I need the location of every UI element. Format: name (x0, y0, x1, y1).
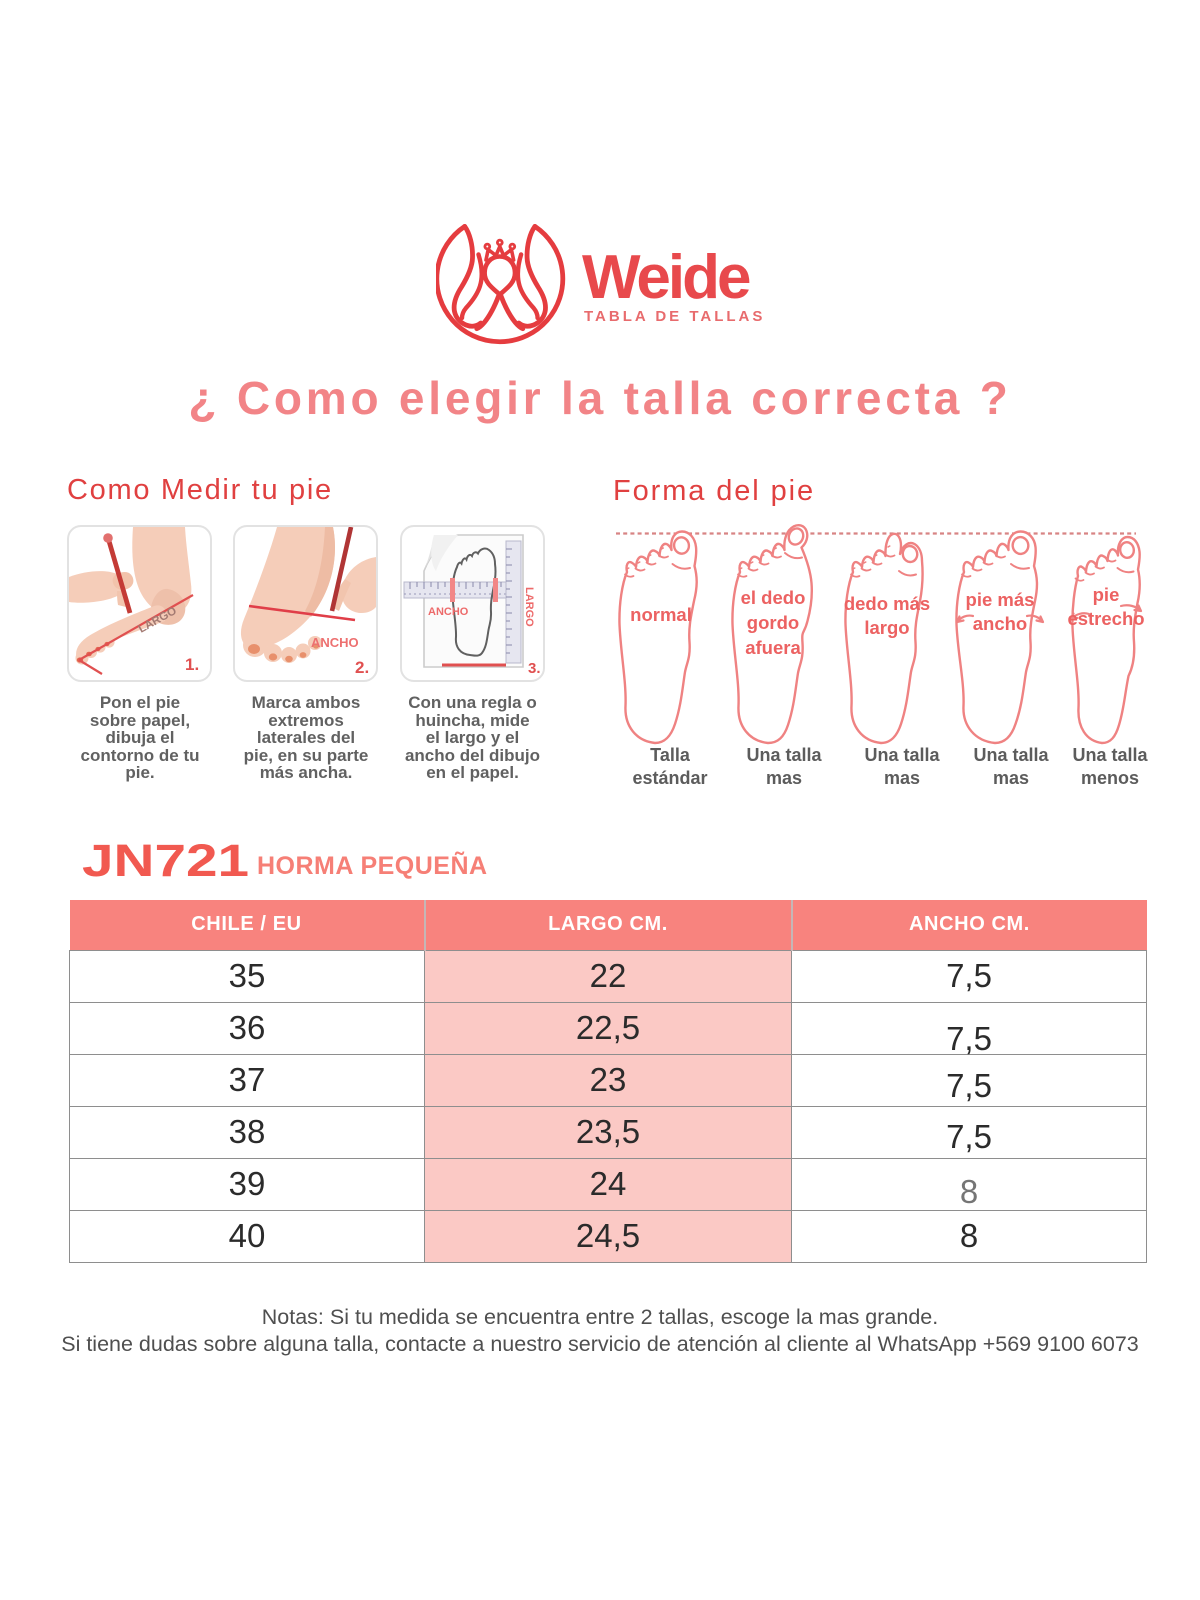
svg-text:LARGO: LARGO (523, 587, 535, 627)
svg-text:3.: 3. (528, 660, 541, 677)
svg-text:ANCHO: ANCHO (428, 606, 469, 618)
svg-text:1.: 1. (185, 655, 199, 674)
svg-text:2.: 2. (355, 658, 369, 677)
svg-text:ANCHO: ANCHO (311, 635, 359, 650)
